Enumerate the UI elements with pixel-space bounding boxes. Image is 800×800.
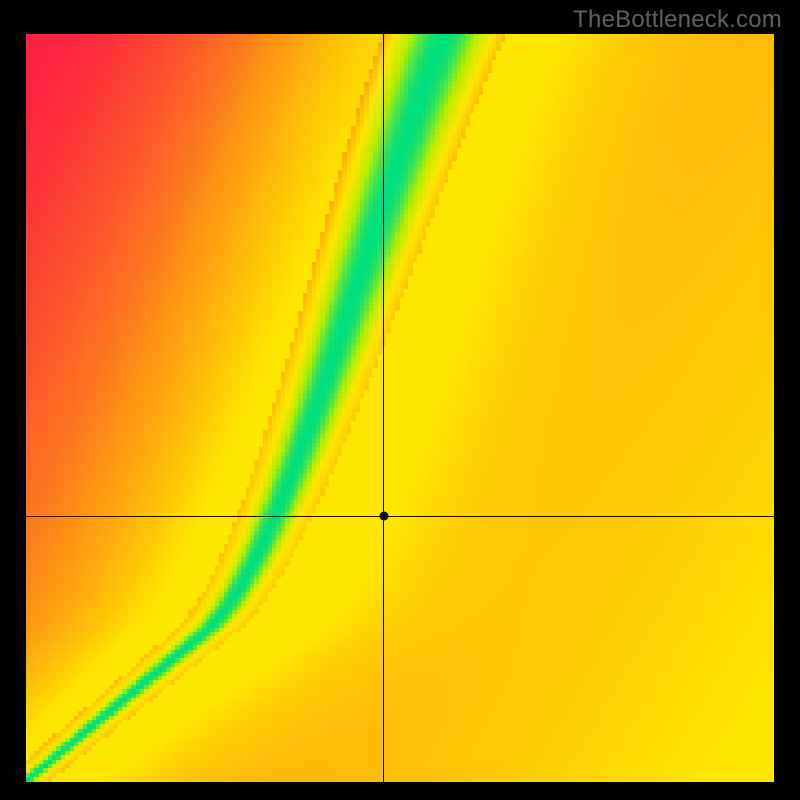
plot-area: [26, 34, 774, 782]
chart-container: TheBottleneck.com: [0, 0, 800, 800]
crosshair-horizontal: [26, 516, 774, 517]
sample-point-dot: [379, 512, 388, 521]
crosshair-vertical: [383, 34, 384, 782]
watermark-text: TheBottleneck.com: [573, 6, 782, 34]
heatmap-canvas: [26, 34, 774, 782]
